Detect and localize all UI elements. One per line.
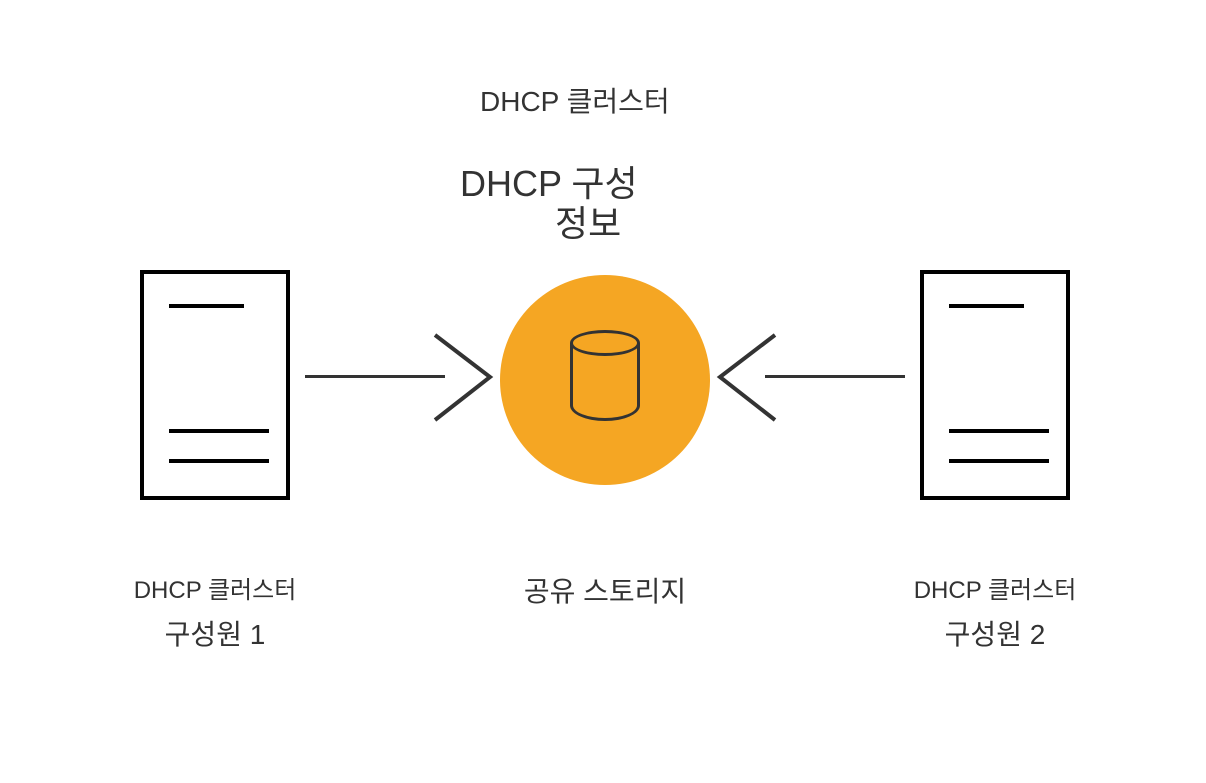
server2-label: DHCP 클러스터 구성원 2 <box>890 570 1100 653</box>
server2-label-line2: 구성원 2 <box>890 613 1100 653</box>
server1-label: DHCP 클러스터 구성원 1 <box>110 570 320 653</box>
server1-line2 <box>169 429 269 433</box>
server2-line2 <box>949 429 1049 433</box>
server1-label-line2: 구성원 1 <box>110 613 320 653</box>
arrow1-head <box>425 325 505 430</box>
server1-label-line1: DHCP 클러스터 <box>110 570 320 605</box>
cylinder-body <box>570 343 640 421</box>
cylinder-icon <box>570 330 640 425</box>
server2-label-line1: DHCP 클러스터 <box>890 570 1100 605</box>
server2-node <box>920 270 1070 500</box>
server2-line3 <box>949 459 1049 463</box>
diagram-title: DHCP 클러스터 <box>480 80 670 120</box>
server1-line1 <box>169 304 244 308</box>
server1-node <box>140 270 290 500</box>
diagram-subtitle-line2: 정보 <box>555 195 621 247</box>
arrow2-head <box>705 325 785 430</box>
storage-label: 공유 스토리지 <box>480 570 730 610</box>
storage-node <box>500 275 710 485</box>
server1-line3 <box>169 459 269 463</box>
diagram-canvas: DHCP 클러스터 DHCP 구성 정보 DHC <box>0 0 1206 783</box>
server2-line1 <box>949 304 1024 308</box>
arrow2-line <box>765 375 905 378</box>
arrow1-line <box>305 375 445 378</box>
